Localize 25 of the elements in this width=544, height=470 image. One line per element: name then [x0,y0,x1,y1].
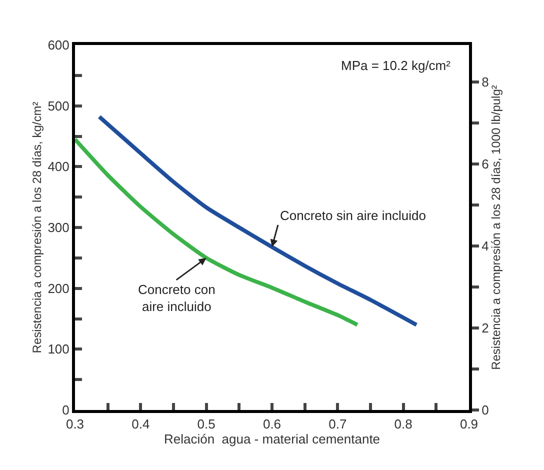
x-tick-label: 0.6 [262,416,282,432]
y-tick-label: 400 [48,159,70,174]
x-tick-label: 0.3 [66,416,84,432]
series-label: Concreto sin aire incluido [280,208,426,223]
x-tick-label: 0.7 [328,416,347,432]
y-tick-label: 200 [48,280,70,296]
x-tick-label: 0.5 [197,416,216,432]
y2-axis-title: Resistencia a compresión a los 28 días, 1000 lb/pulg² [488,85,503,370]
y-tick-label: 600 [48,38,70,53]
annotation: MPa = 10.2 kg/cm² [341,58,452,73]
x-tick-label: 0.8 [394,416,412,432]
y2-tick-label: 4 [482,238,489,254]
x-axis-title: Relación agua - material cementante [164,432,380,447]
y2-tick-label: 6 [482,156,489,172]
y2-tick-label: 0 [482,402,489,418]
y2-tick-label: 8 [482,74,489,90]
y-tick-label: 500 [48,98,70,114]
x-tick-label: 0.9 [460,416,478,432]
series-label: Concreto con aire incluido [138,282,216,314]
x-tick-label: 0.4 [132,416,150,432]
y-tick-label: 100 [48,342,70,357]
y-tick-label: 0 [62,402,70,418]
y-axis-title: Resistencia a compresión a los 28 días, kg/cm² [30,102,44,354]
y2-tick-label: 2 [482,320,489,336]
y-tick-label: 300 [48,220,70,236]
